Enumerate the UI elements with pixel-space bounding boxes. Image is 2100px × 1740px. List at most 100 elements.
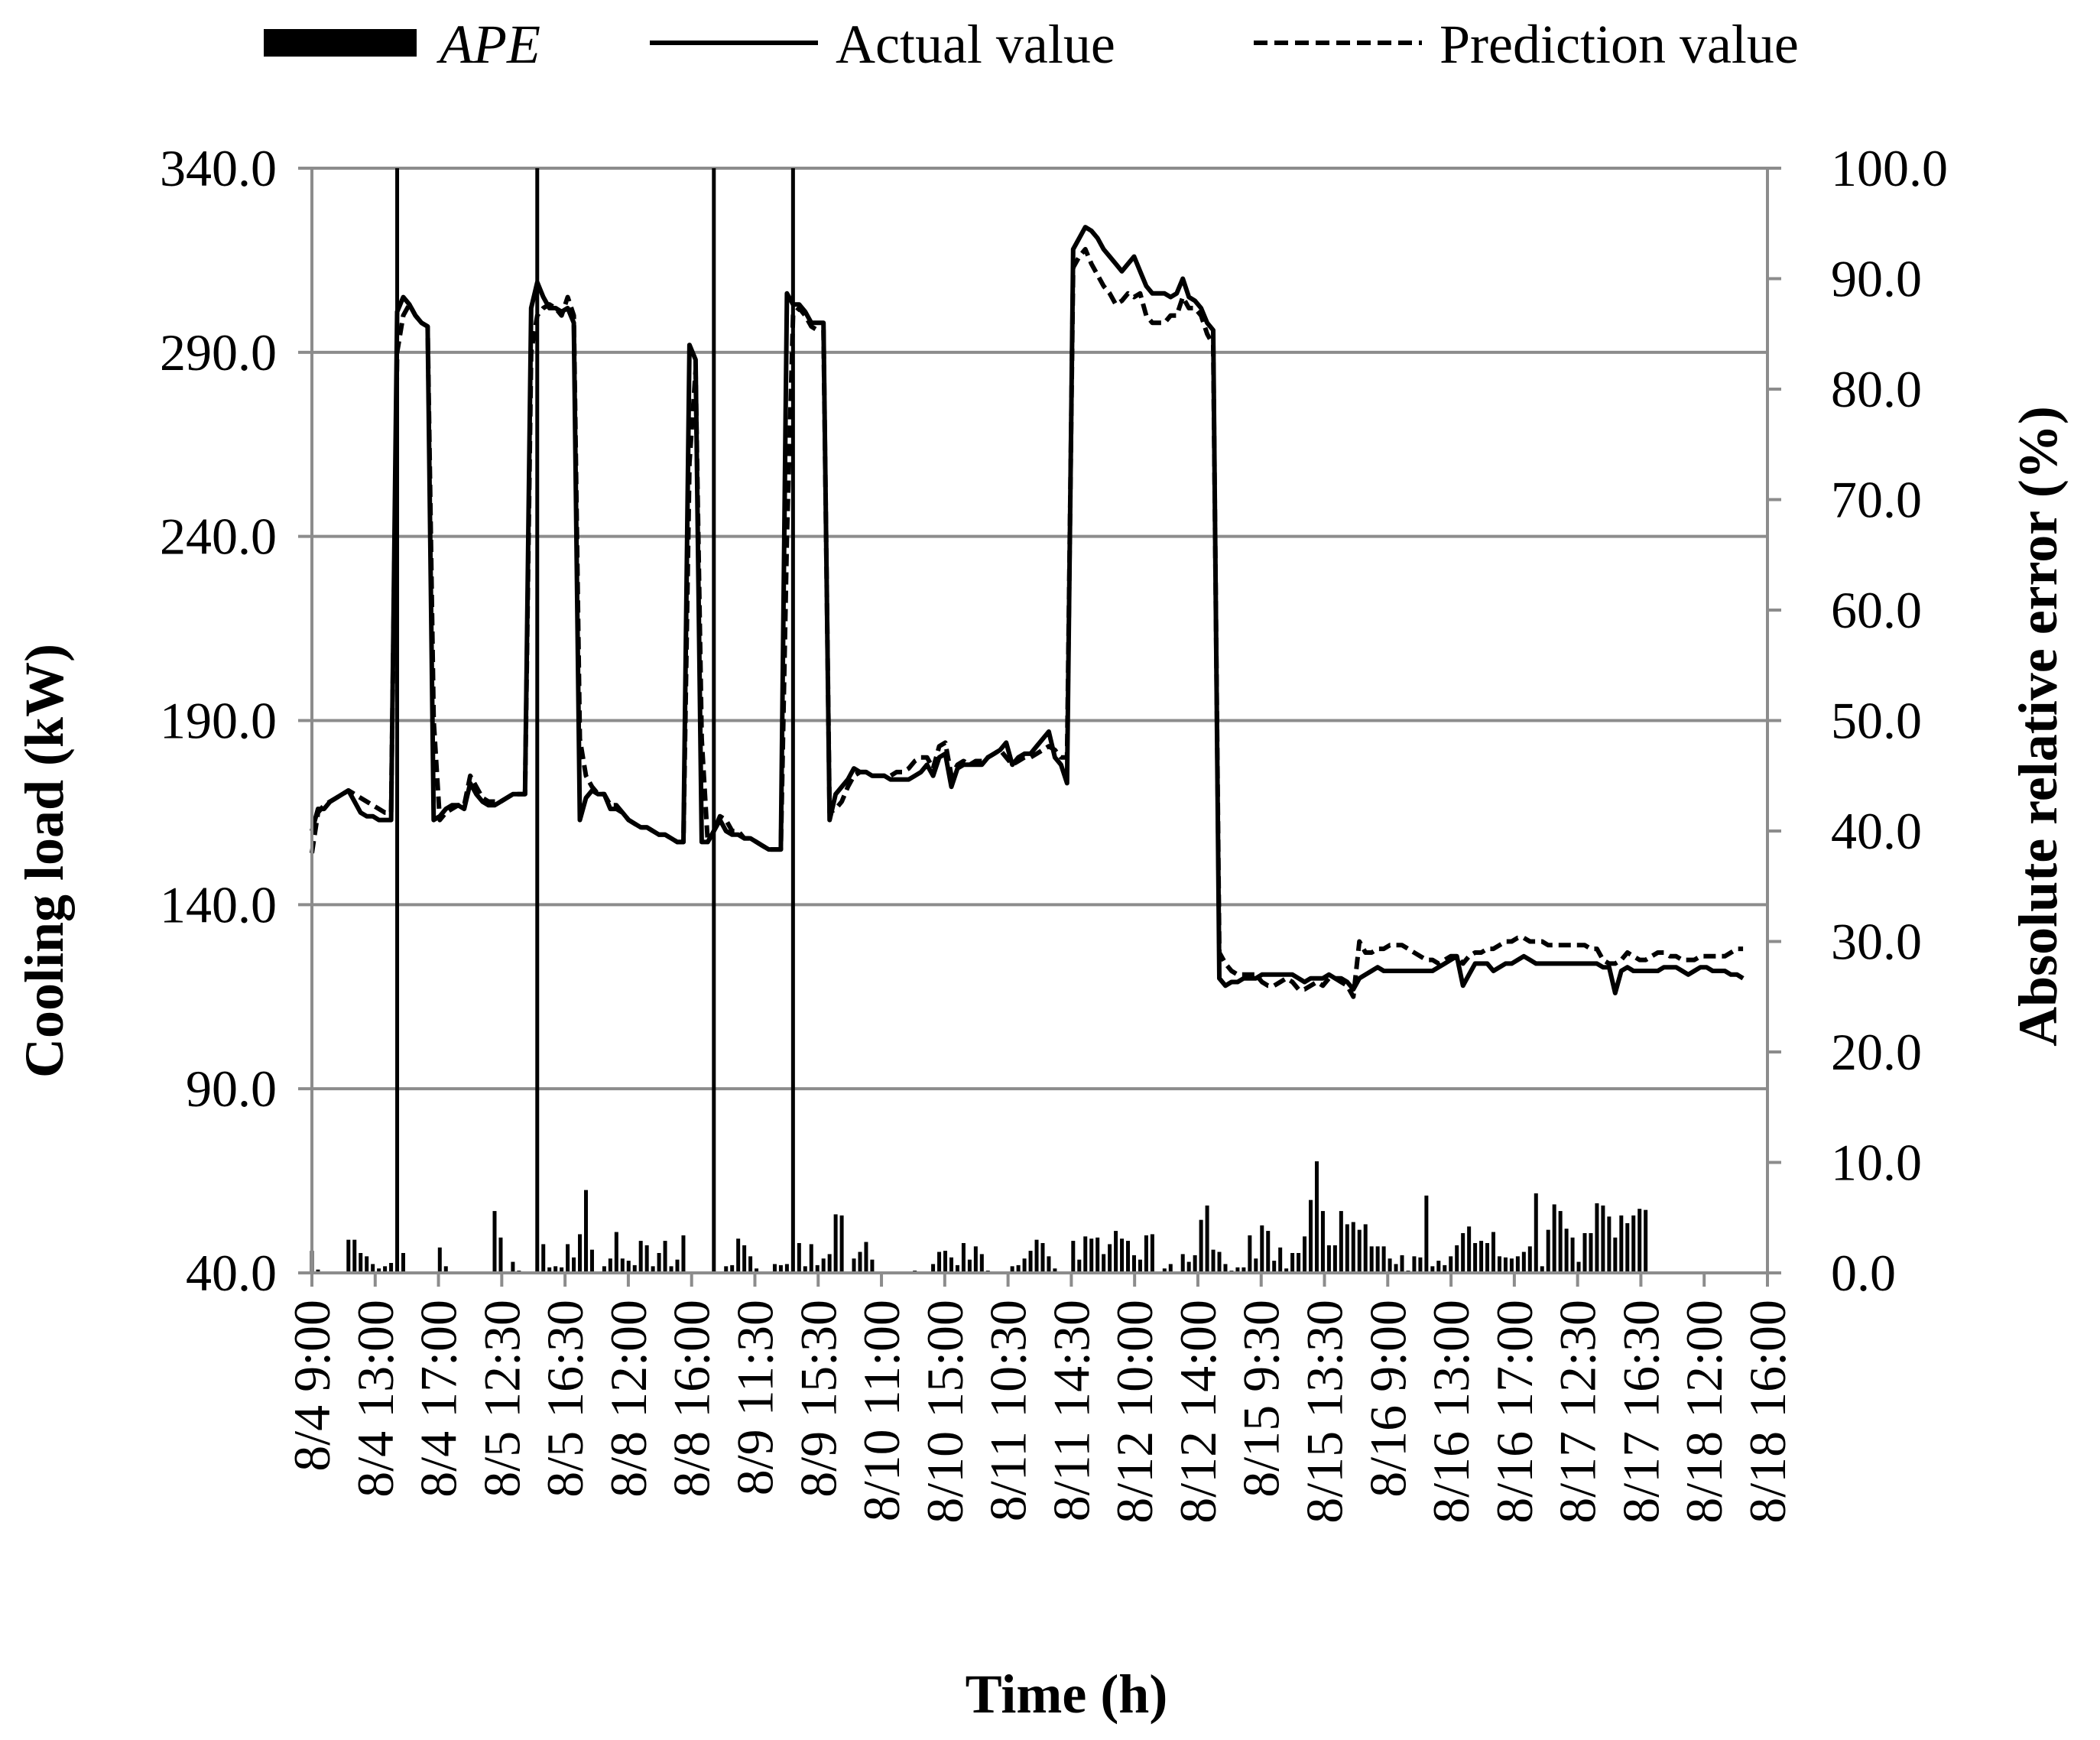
y-tick-label: 240.0	[160, 508, 277, 566]
ape-bar	[870, 1259, 875, 1273]
ape-bar	[377, 1268, 381, 1273]
y2-axis-title: Absolute relative error (%)	[2007, 406, 2069, 1047]
ape-bar	[1217, 1251, 1222, 1273]
ape-bar	[1503, 1257, 1508, 1273]
ape-bar	[1138, 1259, 1142, 1273]
ape-bar	[1266, 1231, 1271, 1273]
ape-bar	[973, 1246, 978, 1273]
ape-bar	[1400, 1255, 1404, 1273]
ape-bar	[535, 168, 540, 1273]
ape-bar	[1254, 1258, 1258, 1273]
ape-bar	[1126, 1241, 1131, 1273]
ape-bar	[1077, 1259, 1082, 1273]
ape-bar	[589, 1249, 594, 1273]
legend-ape-swatch	[264, 29, 417, 57]
ape-bar	[790, 168, 795, 1273]
ape-bar	[1357, 1229, 1362, 1273]
x-tick-label: 8/11 14:30	[1042, 1300, 1100, 1521]
ape-bar	[1339, 1211, 1343, 1273]
ape-bar	[1509, 1258, 1514, 1273]
ape-bar	[1162, 1268, 1167, 1273]
ape-bar	[1303, 1236, 1307, 1273]
ape-bar	[1314, 1161, 1319, 1273]
ape-bar	[1144, 1235, 1148, 1273]
legend: APE Actual value Prediction value	[264, 14, 1799, 75]
ape-bar	[1205, 1205, 1209, 1273]
ape-bar	[359, 1252, 363, 1273]
ape-bar	[1388, 1258, 1392, 1273]
ape-bar	[1479, 1241, 1484, 1273]
y2-tick-label: 60.0	[1831, 581, 1922, 639]
ape-bar	[365, 1256, 369, 1273]
ape-bar	[1010, 1266, 1014, 1273]
ape-bar	[578, 1234, 583, 1273]
ape-bar	[1297, 1252, 1301, 1273]
ape-bar	[1351, 1222, 1355, 1273]
ape-bar	[1260, 1225, 1264, 1273]
ape-bar	[797, 1242, 801, 1273]
ape-bar	[852, 1258, 856, 1273]
ape-bar	[961, 1242, 966, 1273]
ape-bar	[1180, 1254, 1185, 1273]
ape-bar	[809, 1244, 813, 1273]
ape-bar	[1016, 1264, 1021, 1273]
x-tick-label: 8/8 12:00	[599, 1300, 657, 1498]
ape-bar	[1028, 1251, 1033, 1273]
actual-value-line	[310, 225, 1745, 995]
x-tick-label: 8/4 9:00	[283, 1300, 341, 1472]
ape-bar	[1241, 1267, 1246, 1273]
ape-bars	[310, 168, 1648, 1273]
ape-bar	[553, 1266, 558, 1273]
ape-bar	[1527, 1246, 1532, 1273]
ape-bar	[663, 1241, 667, 1273]
x-tick-label: 8/12 10:00	[1105, 1300, 1164, 1524]
ape-bar	[778, 1264, 783, 1273]
ape-bar	[383, 1266, 388, 1273]
ape-bar	[979, 1254, 984, 1273]
ape-bar	[1053, 1268, 1057, 1273]
ape-bar	[1576, 1261, 1581, 1273]
ape-bar	[1186, 1261, 1191, 1273]
ape-bar	[1449, 1256, 1453, 1273]
ape-bar	[511, 1261, 515, 1273]
prediction-value-line	[310, 247, 1744, 999]
ape-bar	[1443, 1264, 1447, 1273]
ape-bar	[316, 1269, 320, 1273]
ape-bar	[1613, 1237, 1618, 1273]
ape-bar	[1625, 1222, 1630, 1273]
ape-bar	[566, 1244, 570, 1273]
ape-bar	[541, 1244, 546, 1273]
ape-bar	[371, 1264, 375, 1273]
x-tick-label: 8/9 11:30	[726, 1300, 784, 1495]
ape-bar	[724, 1266, 729, 1273]
ape-bar	[620, 1258, 625, 1273]
ape-bar	[748, 1256, 753, 1273]
ape-bar	[1430, 1266, 1435, 1273]
ape-bar	[560, 1267, 564, 1273]
ape-bar	[1467, 1226, 1472, 1273]
ape-bar	[931, 1264, 936, 1273]
ape-bar	[730, 1264, 735, 1273]
ape-bar	[681, 1235, 686, 1273]
ape-bar	[498, 1237, 503, 1273]
ape-bar	[1290, 1252, 1295, 1273]
ape-bar	[1211, 1249, 1216, 1273]
ape-bar	[1491, 1232, 1496, 1273]
ape-bar	[815, 1264, 820, 1273]
x-tick-label: 8/9 15:30	[789, 1300, 847, 1498]
ape-bar	[669, 1266, 673, 1273]
ape-bar	[437, 1247, 442, 1273]
x-tick-label: 8/5 12:30	[472, 1300, 531, 1498]
ape-bar	[547, 1267, 552, 1273]
y2-tick-label: 10.0	[1831, 1134, 1922, 1192]
ape-bar	[821, 1258, 826, 1273]
ape-bar	[389, 1262, 394, 1273]
ape-bar	[352, 1239, 357, 1273]
ape-bar	[1381, 1246, 1386, 1273]
ape-bar	[1034, 1239, 1039, 1273]
y2-tick-label: 100.0	[1831, 139, 1948, 197]
ape-bar	[1473, 1242, 1478, 1273]
tick-labels: 40.0 90.0 140.0 190.0 240.0 290.0 340.0 0.0 10.0…	[160, 139, 1948, 1524]
x-tick-label: 8/18 12:00	[1675, 1300, 1733, 1524]
